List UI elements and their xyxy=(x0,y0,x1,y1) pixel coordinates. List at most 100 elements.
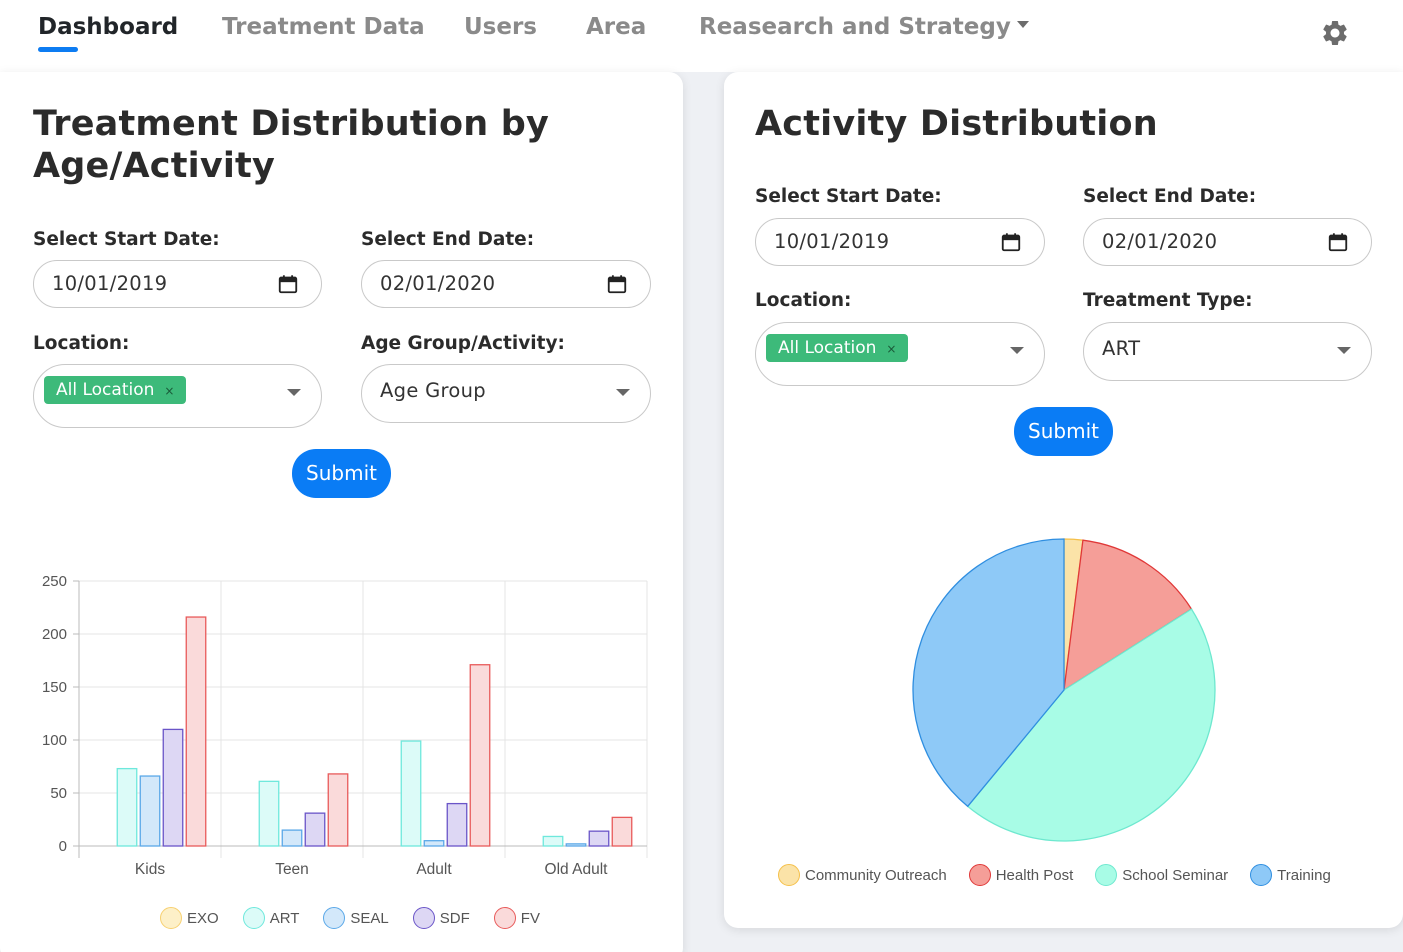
card-title: Activity Distribution xyxy=(755,104,1158,144)
legend-item-training[interactable]: Training xyxy=(1250,864,1331,886)
close-icon[interactable]: × xyxy=(886,342,897,356)
card-title-line-1: Treatment Distribution by xyxy=(33,104,550,144)
bar xyxy=(611,816,633,847)
end-date-input[interactable]: 02/01/2020 xyxy=(361,260,651,308)
x-tick-label: Teen xyxy=(275,861,309,878)
bar xyxy=(400,740,422,847)
legend-label: FV xyxy=(520,909,540,927)
bar xyxy=(469,664,491,847)
chevron-down-icon xyxy=(287,389,301,396)
pie-chart xyxy=(912,538,1216,842)
legend-swatch xyxy=(968,864,991,886)
bar xyxy=(327,773,349,847)
chevron-down-icon xyxy=(1337,347,1351,354)
nav-tab-treatment-data[interactable]: Treatment Data xyxy=(222,14,425,40)
bar xyxy=(281,829,303,847)
card-title-line-2: Age/Activity xyxy=(33,146,275,186)
legend-item-seal[interactable]: SEAL xyxy=(323,907,389,929)
end-date-label: Select End Date: xyxy=(361,229,535,250)
location-chip: All Location × xyxy=(44,376,187,404)
nav-dropdown-research-strategy[interactable]: Reasearch and Strategy xyxy=(699,14,1029,40)
nav-dropdown-label: Reasearch and Strategy xyxy=(699,14,1011,40)
legend-item-sdf[interactable]: SDF xyxy=(412,907,470,929)
bar xyxy=(565,843,587,847)
nav-tab-dashboard[interactable]: Dashboard xyxy=(38,14,179,40)
bar xyxy=(185,616,207,847)
legend-swatch xyxy=(1250,864,1273,886)
legend-label: SEAL xyxy=(350,909,389,927)
legend-item-art[interactable]: ART xyxy=(242,907,300,929)
legend-label: Community Outreach xyxy=(805,866,947,884)
bar xyxy=(116,767,138,847)
location-label: Location: xyxy=(33,333,130,354)
pie-slice xyxy=(1063,539,1193,692)
legend-label: ART xyxy=(269,909,300,927)
y-tick-label: 200 xyxy=(42,626,67,643)
bar xyxy=(304,812,326,847)
legend-swatch xyxy=(242,907,265,929)
x-tick-label: Kids xyxy=(135,861,165,878)
end-date-input[interactable]: 02/01/2020 xyxy=(1083,218,1372,266)
close-icon[interactable]: × xyxy=(164,384,175,398)
calendar-icon[interactable] xyxy=(606,273,628,295)
submit-button[interactable]: Submit xyxy=(292,449,391,498)
activity-distribution-card: Activity Distribution Select Start Date:… xyxy=(724,72,1403,928)
calendar-icon[interactable] xyxy=(277,273,299,295)
end-date-label: Select End Date: xyxy=(1083,186,1257,207)
start-date-input[interactable]: 10/01/2019 xyxy=(755,218,1045,266)
calendar-icon[interactable] xyxy=(1000,231,1022,253)
bar-chart-legend: EXO ART SEAL SDF FV xyxy=(160,907,540,929)
age-group-value: Age Group xyxy=(380,379,486,402)
legend-item-school-seminar[interactable]: School Seminar xyxy=(1095,864,1228,886)
legend-swatch xyxy=(1095,864,1118,886)
legend-swatch xyxy=(412,907,435,929)
y-tick-label: 0 xyxy=(59,838,67,855)
start-date-label: Select Start Date: xyxy=(33,229,220,250)
calendar-icon[interactable] xyxy=(1327,231,1349,253)
location-select[interactable]: All Location × xyxy=(755,322,1045,386)
legend-label: School Seminar xyxy=(1122,866,1229,884)
location-chip: All Location × xyxy=(766,334,909,362)
legend-item-fv[interactable]: FV xyxy=(493,907,540,929)
card-title: Treatment Distribution by Age/Activity xyxy=(33,103,633,187)
start-date-label: Select Start Date: xyxy=(755,186,942,207)
bar xyxy=(446,802,468,847)
legend-item-exo[interactable]: EXO xyxy=(160,907,219,929)
x-tick-label: Old Adult xyxy=(545,861,609,878)
location-select[interactable]: All Location × xyxy=(33,364,322,428)
legend-swatch xyxy=(160,907,182,929)
pie-slice xyxy=(966,608,1216,842)
location-chip-label: All Location xyxy=(56,380,155,400)
legend-label: EXO xyxy=(187,909,219,927)
treatment-type-select[interactable]: ART xyxy=(1083,322,1372,381)
legend-label: SDF xyxy=(439,909,470,927)
bar xyxy=(423,840,445,847)
legend-swatch xyxy=(493,907,516,929)
location-chip-label: All Location xyxy=(778,338,877,358)
pie-slice xyxy=(912,538,1065,808)
treatment-distribution-card: Treatment Distribution by Age/Activity S… xyxy=(0,72,683,952)
bar xyxy=(542,835,564,847)
gear-icon[interactable] xyxy=(1320,18,1350,48)
top-navbar: Dashboard Treatment Data Users Area Reas… xyxy=(0,0,1403,72)
bar xyxy=(588,830,610,847)
legend-label: Health Post xyxy=(995,866,1074,884)
x-tick-label: Adult xyxy=(416,861,452,878)
legend-item-health-post[interactable]: Health Post xyxy=(968,864,1074,886)
nav-tab-users[interactable]: Users xyxy=(464,14,537,40)
treatment-type-label: Treatment Type: xyxy=(1083,290,1253,311)
active-tab-indicator xyxy=(38,47,78,52)
submit-button[interactable]: Submit xyxy=(1014,407,1113,456)
start-date-input[interactable]: 10/01/2019 xyxy=(33,260,322,308)
age-group-label: Age Group/Activity: xyxy=(361,333,565,354)
start-date-value: 10/01/2019 xyxy=(52,272,168,295)
legend-item-community-outreach[interactable]: Community Outreach xyxy=(778,864,947,886)
nav-tab-area[interactable]: Area xyxy=(586,14,647,40)
age-group-select[interactable]: Age Group xyxy=(361,364,651,423)
legend-label: Training xyxy=(1277,866,1331,884)
bar xyxy=(139,775,161,847)
y-tick-label: 100 xyxy=(42,732,67,749)
chevron-down-icon xyxy=(1010,347,1024,354)
start-date-value: 10/01/2019 xyxy=(774,230,890,253)
treatment-type-value: ART xyxy=(1102,337,1141,360)
